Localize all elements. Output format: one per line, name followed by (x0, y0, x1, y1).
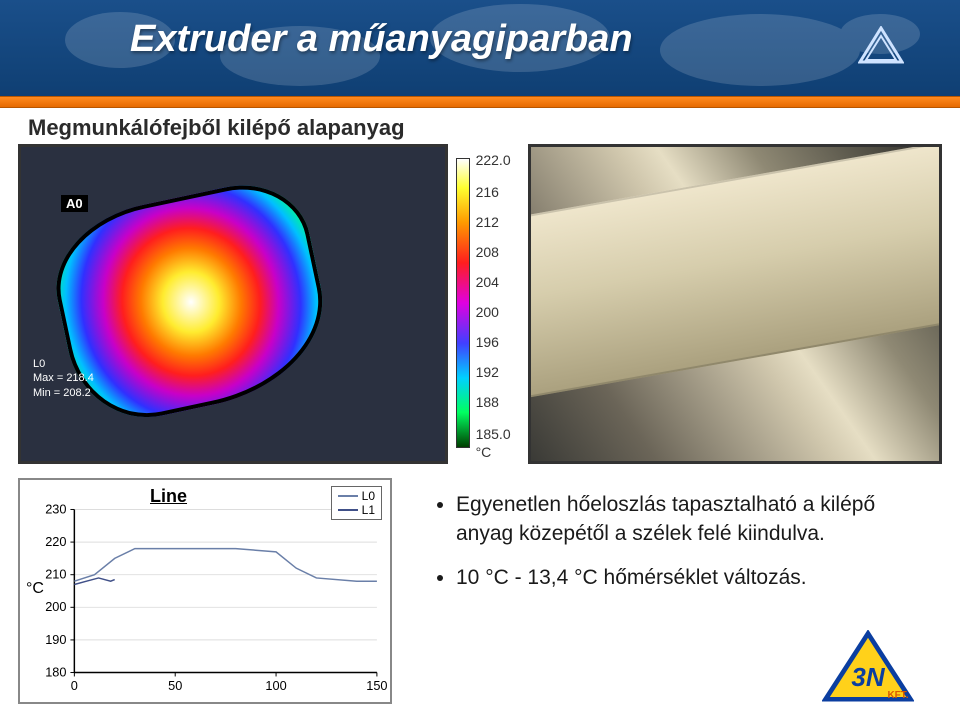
slide-header: Extruder a műanyagiparban (0, 0, 960, 96)
bullet-item: 10 °C - 13,4 °C hőmérséklet változás. (456, 563, 930, 592)
header-triangle-logo (858, 26, 904, 66)
svg-text:190: 190 (45, 632, 66, 647)
svg-text:230: 230 (45, 501, 66, 516)
page-title: Extruder a műanyagiparban (130, 18, 633, 61)
chart-y-unit: °C (26, 580, 44, 598)
legend-label: L0 (362, 489, 375, 503)
scale-tick: 185.0 (476, 426, 511, 442)
legend-row: L1 (338, 503, 375, 517)
legend-row: L0 (338, 489, 375, 503)
thermal-max: Max = 218.4 (33, 371, 94, 385)
svg-text:200: 200 (45, 599, 66, 614)
scale-tick: 208 (476, 244, 499, 260)
svg-text:210: 210 (45, 567, 66, 582)
thermal-min: Min = 208.2 (33, 386, 94, 400)
svg-text:180: 180 (45, 664, 66, 679)
thermal-stats: L0 Max = 218.4 Min = 208.2 (33, 357, 94, 400)
scale-tick: 212 (476, 214, 499, 230)
legend-swatch (338, 509, 358, 511)
color-scale: 222.0 216 212 208 204 200 196 192 188 185.0 °C (456, 144, 518, 464)
svg-text:150: 150 (366, 678, 387, 693)
scale-tick: 200 (476, 304, 499, 320)
scale-tick: 204 (476, 274, 499, 290)
color-scale-labels: 222.0 216 212 208 204 200 196 192 188 185.0 °C (476, 144, 518, 464)
svg-text:KFT.: KFT. (887, 690, 908, 701)
company-logo: 3N KFT. (822, 630, 914, 704)
scale-unit: °C (476, 444, 492, 460)
chart-title: Line (150, 486, 187, 507)
extruded-material-strip (528, 144, 942, 401)
scale-tick: 222.0 (476, 152, 511, 168)
color-scale-bar (456, 158, 470, 448)
svg-text:100: 100 (265, 678, 286, 693)
bullet-item: Egyenetlen hőeloszlás tapasztalható a ki… (456, 490, 930, 549)
scale-tick: 192 (476, 364, 499, 380)
svg-text:3N: 3N (851, 662, 885, 692)
chart-legend: L0L1 (331, 486, 382, 520)
scale-tick: 216 (476, 184, 499, 200)
photo-image (528, 144, 942, 464)
content-area: A0 L0 Max = 218.4 Min = 208.2 222.0 216 21… (18, 144, 942, 716)
accent-bar (0, 96, 960, 108)
thermal-image: A0 L0 Max = 218.4 Min = 208.2 (18, 144, 448, 464)
svg-text:220: 220 (45, 534, 66, 549)
line-chart: Line L0L1 °C 180 190 200 210 220 230 0 50 100 150 (18, 478, 392, 704)
scale-tick: 196 (476, 334, 499, 350)
svg-text:0: 0 (71, 678, 78, 693)
slide-subtitle: Megmunkálófejből kilépő alapanyag (28, 115, 405, 141)
thermal-region-label: A0 (61, 195, 88, 212)
bullet-list: Egyenetlen hőeloszlás tapasztalható a ki… (430, 490, 930, 606)
svg-text:50: 50 (168, 678, 182, 693)
legend-swatch (338, 495, 358, 497)
scale-tick: 188 (476, 394, 499, 410)
legend-label: L1 (362, 503, 375, 517)
thermal-line-label: L0 (33, 357, 94, 371)
